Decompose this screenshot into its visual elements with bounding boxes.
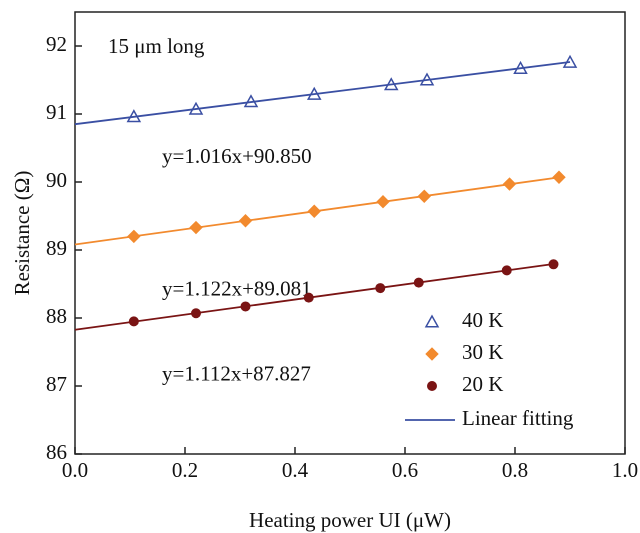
marker (419, 72, 435, 86)
marker (427, 381, 437, 391)
marker (376, 195, 390, 209)
x-tick-label: 1.0 (612, 458, 638, 482)
x-tick-label: 0.6 (392, 458, 418, 482)
marker (513, 60, 528, 74)
marker (243, 94, 259, 108)
legend-label: Linear fitting (462, 406, 574, 430)
y-tick-label: 88 (46, 304, 67, 328)
marker (303, 292, 314, 303)
marker (188, 101, 204, 115)
marker (501, 265, 512, 276)
plot-frame (74, 11, 626, 455)
marker (240, 301, 251, 312)
marker (306, 86, 322, 100)
marker (502, 177, 517, 191)
marker (548, 259, 559, 270)
fit-equation: y=1.112x+87.827 (162, 362, 311, 386)
annotation: 15 μm long (108, 34, 205, 58)
x-tick-label: 0.8 (502, 458, 528, 482)
y-tick-label: 89 (46, 236, 67, 260)
y-tick-label: 87 (46, 372, 67, 396)
marker (417, 189, 431, 203)
marker (413, 277, 424, 288)
marker (238, 214, 253, 228)
legend-label: 20 K (462, 372, 503, 396)
fit-line (74, 263, 554, 331)
marker (191, 308, 201, 319)
x-axis-label: Heating power UI (μW) (249, 508, 451, 532)
fit-equation: y=1.016x+90.850 (162, 144, 312, 168)
y-tick-label: 90 (46, 168, 67, 192)
fit-line (74, 61, 571, 126)
marker (375, 283, 386, 294)
marker (126, 109, 142, 123)
marker (128, 316, 139, 327)
y-axis-label: Resistance (Ω) (10, 171, 34, 296)
y-tick-label: 91 (46, 100, 67, 124)
marker (562, 54, 578, 68)
legend-label: 30 K (462, 340, 503, 364)
marker (552, 170, 566, 184)
legend-label: 40 K (462, 308, 503, 332)
y-tick-label: 86 (46, 440, 67, 464)
x-tick-label: 0.0 (62, 458, 88, 482)
marker (307, 204, 321, 218)
marker (424, 314, 440, 328)
marker (425, 347, 439, 361)
x-tick-label: 0.2 (172, 458, 198, 482)
fit-equation: y=1.122x+89.081 (162, 276, 312, 300)
marker (189, 220, 203, 235)
marker (127, 229, 141, 244)
x-tick-label: 0.4 (282, 458, 309, 482)
y-tick-label: 92 (46, 32, 67, 56)
marker (383, 77, 399, 91)
